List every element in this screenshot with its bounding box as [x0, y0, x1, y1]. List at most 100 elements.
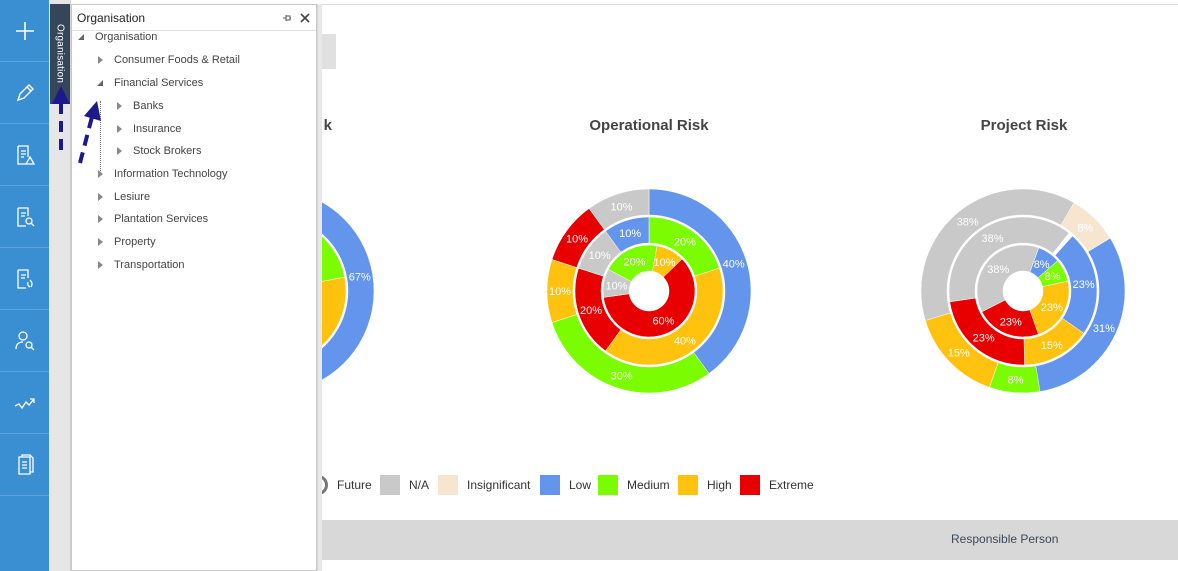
legend-item-high: High — [678, 473, 732, 497]
trend-button[interactable] — [0, 372, 49, 434]
slice-label: 31% — [1093, 323, 1115, 335]
user-search-icon — [14, 330, 34, 350]
legend-swatch — [438, 475, 458, 495]
slice-label: 20% — [580, 305, 602, 317]
donut-slice-inner-medium[interactable] — [608, 244, 658, 282]
review-icon — [16, 206, 34, 227]
add-icon — [15, 21, 34, 40]
legend-label: Medium — [627, 478, 670, 492]
slice-label: 40% — [723, 258, 745, 270]
donut-slice-outer-low[interactable] — [648, 188, 752, 374]
trend-icon — [14, 397, 35, 409]
legend-item-medium: Medium — [598, 473, 670, 497]
incident-icon — [16, 268, 33, 289]
tree-item[interactable]: Banks — [114, 96, 164, 116]
legend-item-na: N/A — [380, 473, 429, 497]
donut-slice-outer-na[interactable] — [588, 188, 650, 230]
edit-icon — [16, 83, 34, 101]
partial-button[interactable] — [322, 34, 336, 69]
tree-item[interactable]: Information Technology — [95, 164, 228, 184]
dashboard-area: k Operational Risk Project Risk 67%22% 40… — [322, 4, 1178, 571]
donut-slice-inner-extreme[interactable] — [603, 258, 696, 338]
tree-item[interactable]: Lesiure — [95, 187, 150, 207]
organisation-panel: Organisation Organisation Consumer Foods … — [71, 4, 317, 571]
collapsed-arrow-icon[interactable] — [95, 169, 105, 179]
legend-label: Low — [569, 478, 592, 492]
legend-item-future: Future — [322, 473, 372, 497]
donut-slice-inner-na[interactable] — [976, 244, 1040, 313]
report-button[interactable] — [0, 434, 49, 496]
donut-slice-outer-na[interactable] — [920, 188, 1075, 321]
icon-rail — [0, 0, 49, 571]
slice-label: 30% — [610, 371, 632, 383]
donut-slice-outer-low[interactable] — [322, 189, 375, 393]
legend-item-extreme: Extreme — [740, 473, 814, 497]
tab-organisation[interactable]: Organisation — [50, 4, 70, 104]
tree-item[interactable]: Transportation — [95, 255, 185, 275]
report-icon — [17, 453, 34, 475]
collapsed-arrow-icon[interactable] — [95, 55, 105, 65]
tree-item-label: Information Technology — [114, 168, 228, 180]
expanded-arrow-icon[interactable] — [76, 32, 86, 42]
risk-register-icon — [16, 144, 35, 165]
slice-label: 8% — [1045, 271, 1061, 283]
panel-title: Organisation — [77, 10, 146, 25]
tree-item[interactable]: Property — [95, 232, 156, 252]
vertical-tab-strip: Organisation — [49, 0, 71, 571]
add-button[interactable] — [0, 0, 49, 62]
user-search-button[interactable] — [0, 310, 49, 372]
tree-item[interactable]: Organisation — [76, 27, 157, 47]
legend-swatch — [740, 475, 760, 495]
close-icon — [300, 12, 310, 23]
tree-item[interactable]: Plantation Services — [95, 209, 208, 229]
collapsed-arrow-icon[interactable] — [95, 237, 105, 247]
slice-label: 40% — [674, 335, 696, 347]
panel-splitter[interactable] — [317, 4, 322, 571]
collapsed-arrow-icon[interactable] — [114, 146, 124, 156]
slice-label: 15% — [948, 348, 970, 360]
slice-label: 10% — [589, 250, 611, 262]
chart-title-project: Project Risk — [980, 117, 1068, 134]
review-button[interactable] — [0, 186, 49, 248]
donut-slice-middle-high[interactable] — [322, 217, 347, 365]
collapsed-arrow-icon[interactable] — [114, 101, 124, 111]
slice-label: 23% — [1041, 302, 1063, 314]
tree-item-label: Plantation Services — [114, 213, 209, 225]
close-button[interactable] — [298, 11, 312, 25]
collapsed-arrow-icon[interactable] — [95, 260, 105, 270]
slice-label: 8% — [1077, 222, 1093, 234]
legend-swatch — [380, 475, 400, 495]
legend-item-low: Low — [540, 473, 591, 497]
edit-button[interactable] — [0, 62, 49, 124]
collapsed-arrow-icon[interactable] — [95, 214, 105, 224]
collapsed-arrow-icon[interactable] — [114, 124, 124, 134]
legend-item-insignificant: Insignificant — [438, 473, 530, 497]
tree-item[interactable]: Insurance — [114, 119, 181, 139]
collapsed-arrow-icon[interactable] — [95, 192, 105, 202]
legend-label: Insignificant — [467, 478, 531, 492]
slice-label: 60% — [652, 316, 674, 328]
tree-item[interactable]: Financial Services — [95, 73, 203, 93]
tree-item[interactable]: Stock Brokers — [114, 141, 201, 161]
tree-item-label: Consumer Foods & Retail — [114, 54, 240, 66]
donut-chart-2: 8%31%8%15%38%23%15%23%38%8%8%23%23%38% — [920, 188, 1126, 394]
partial-chart-title: k — [323, 117, 332, 134]
slice-label: 23% — [1073, 279, 1095, 291]
expanded-arrow-icon[interactable] — [95, 78, 105, 88]
pin-button[interactable] — [280, 11, 294, 25]
slice-label: 23% — [1000, 317, 1022, 329]
donut-slice-middle-na[interactable] — [948, 216, 1070, 303]
incident-button[interactable] — [0, 248, 49, 310]
risk-register-button[interactable] — [0, 124, 49, 186]
panel-header: Organisation — [72, 5, 316, 31]
donut-slice-middle-high[interactable] — [605, 267, 724, 366]
donut-slice-middle-low[interactable] — [605, 216, 650, 253]
tree-item[interactable]: Consumer Foods & Retail — [95, 50, 240, 70]
slice-label: 15% — [1041, 340, 1063, 352]
donut-chart-1: 40%30%10%10%10%20%40%20%10%10%10%60%10%2… — [546, 188, 752, 394]
donut-center-hole — [630, 272, 668, 310]
responsible-person-header[interactable]: Responsible Person — [951, 532, 1059, 546]
pin-icon — [283, 14, 291, 21]
slice-label: 10% — [605, 280, 627, 292]
